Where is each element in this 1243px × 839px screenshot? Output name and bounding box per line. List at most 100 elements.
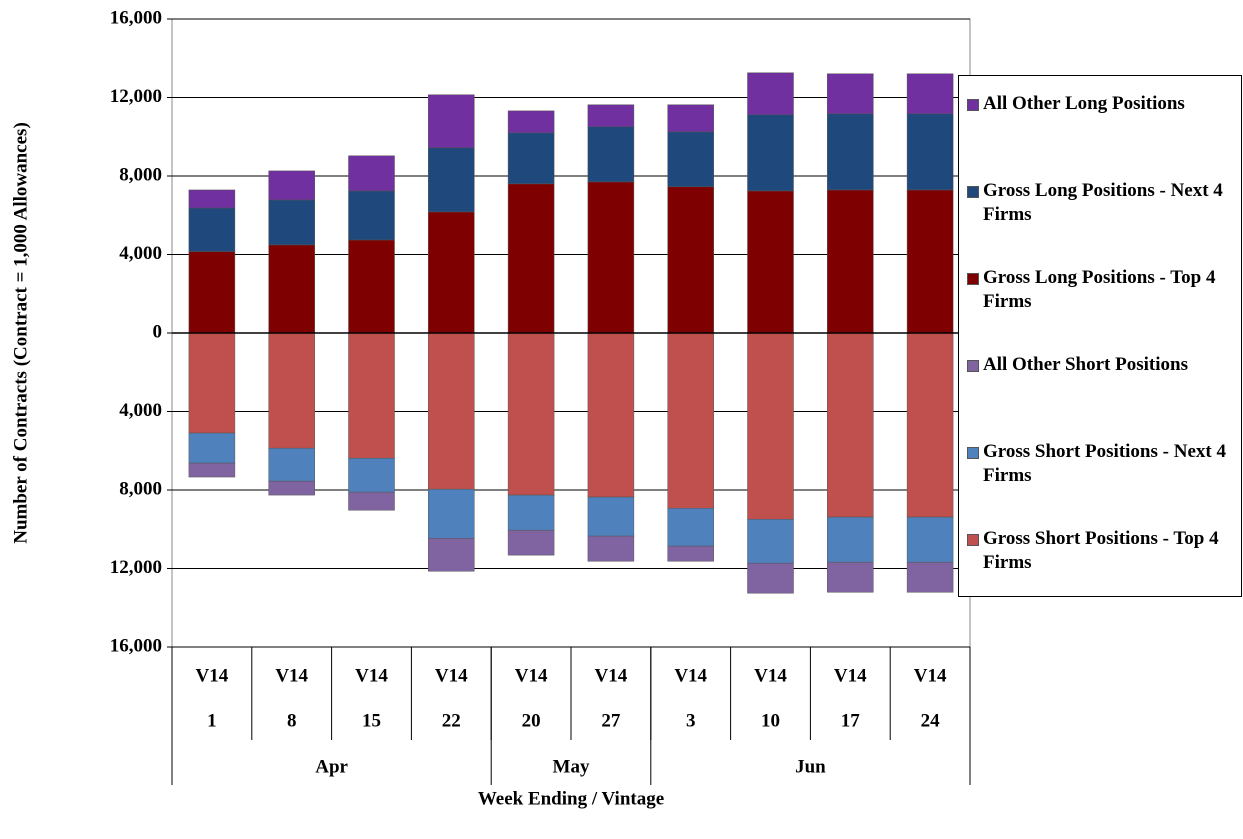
legend-swatch xyxy=(967,273,979,285)
bar-segment xyxy=(188,207,236,252)
legend-label: Gross Short Positions - Top 4 Firms xyxy=(983,528,1219,573)
bar-segment xyxy=(507,494,555,531)
bar-segment xyxy=(667,508,714,547)
legend-item: Gross Long Positions - Next 4 Firms xyxy=(967,179,1237,227)
bar-segment xyxy=(507,183,555,334)
legend-swatch xyxy=(967,534,979,546)
x-tick-label: 3 xyxy=(686,710,696,731)
bar-segment xyxy=(587,535,635,562)
legend-item: All Other Short Positions xyxy=(967,353,1237,377)
bar-segment xyxy=(188,432,236,464)
bar-segment xyxy=(188,251,236,334)
x-tick-label: 1 xyxy=(207,710,217,731)
x-vintage-label: V14 xyxy=(834,665,867,686)
x-vintage-label: V14 xyxy=(754,665,787,686)
bar-segment xyxy=(428,538,475,572)
bar-segment xyxy=(906,516,954,563)
x-tick-label: 20 xyxy=(522,710,541,731)
x-vintage-label: V14 xyxy=(515,665,548,686)
y-tick-label: 8,000 xyxy=(119,478,162,499)
bar-segment xyxy=(667,186,714,334)
bar-segment xyxy=(587,126,635,183)
x-vintage-label: V14 xyxy=(914,665,947,686)
y-tick-label: 12,000 xyxy=(110,86,162,107)
bar-segment xyxy=(268,480,315,496)
bar-segment xyxy=(188,462,236,478)
bar-segment xyxy=(827,113,874,191)
x-vintage-label: V14 xyxy=(275,665,308,686)
legend-item: All Other Long Positions xyxy=(967,92,1237,116)
bar-segment xyxy=(906,73,954,115)
bar-segment xyxy=(827,561,874,593)
y-tick-label: 16,000 xyxy=(110,7,162,28)
legend-label: All Other Short Positions xyxy=(983,354,1188,375)
legend-item: Gross Short Positions - Next 4 Firms xyxy=(967,440,1237,488)
bar-segment xyxy=(827,332,874,518)
x-group-label: Jun xyxy=(795,756,826,777)
x-tick-label: 24 xyxy=(921,710,941,731)
bar-segment xyxy=(747,562,794,594)
x-tick-label: 17 xyxy=(841,710,861,731)
bar-segment xyxy=(827,73,874,115)
x-vintage-label: V14 xyxy=(435,665,468,686)
bar-segment xyxy=(188,332,236,434)
y-axis-title: Number of Contracts (Contract = 1,000 Al… xyxy=(10,122,31,544)
bar-segment xyxy=(428,211,475,334)
bar-segment xyxy=(667,104,714,133)
x-vintage-label: V14 xyxy=(355,665,388,686)
legend-swatch xyxy=(967,447,979,459)
legend-label: Gross Long Positions - Top 4 Firms xyxy=(983,267,1216,312)
bar-segment xyxy=(507,332,555,496)
bar-segment xyxy=(747,190,794,334)
legend: All Other Long Positions Gross Long Posit… xyxy=(958,75,1242,597)
y-tick-label: 12,000 xyxy=(110,557,162,578)
x-tick-label: 10 xyxy=(761,710,780,731)
bar-segment xyxy=(428,332,475,490)
legend-item: Gross Long Positions - Top 4 Firms xyxy=(967,266,1237,314)
x-vintage-label: V14 xyxy=(674,665,707,686)
bar-segment xyxy=(268,447,315,482)
bar-segment xyxy=(507,132,555,185)
y-tick-label: 0 xyxy=(153,321,163,342)
legend-label: Gross Long Positions - Next 4 Firms xyxy=(983,180,1223,225)
bar-segment xyxy=(906,332,954,518)
y-tick-label: 8,000 xyxy=(119,164,162,185)
bar-segment xyxy=(268,332,315,449)
x-vintage-label: V14 xyxy=(196,665,229,686)
y-tick-label: 4,000 xyxy=(119,243,162,264)
x-tick-label: 22 xyxy=(442,710,461,731)
bar-segment xyxy=(667,545,714,562)
bar-segment xyxy=(906,561,954,593)
legend-label: Gross Short Positions - Next 4 Firms xyxy=(983,441,1226,486)
bar-segment xyxy=(507,529,555,556)
bar-segment xyxy=(587,332,635,498)
bar-segment xyxy=(268,244,315,334)
bar-segment xyxy=(827,189,874,334)
legend-label: All Other Long Positions xyxy=(983,93,1185,114)
x-tick-label: 27 xyxy=(601,710,621,731)
x-tick-label: 8 xyxy=(287,710,297,731)
bar-segment xyxy=(268,199,315,246)
bar-segment xyxy=(587,496,635,537)
bar-segment xyxy=(188,189,236,209)
x-vintage-label: V14 xyxy=(595,665,628,686)
x-tick-label: 15 xyxy=(362,710,381,731)
bar-segment xyxy=(587,104,635,127)
bar-segment xyxy=(348,190,395,241)
legend-swatch xyxy=(967,360,979,372)
y-tick-label: 16,000 xyxy=(110,635,162,656)
bar-segment xyxy=(747,114,794,192)
x-group-label: Apr xyxy=(315,756,348,777)
bar-segment xyxy=(827,516,874,563)
bar-segment xyxy=(667,332,714,509)
bar-segment xyxy=(428,488,475,539)
bar-segment xyxy=(747,518,794,564)
legend-swatch xyxy=(967,99,979,111)
bar-segment xyxy=(747,72,794,116)
bar-segment xyxy=(906,113,954,191)
legend-item: Gross Short Positions - Top 4 Firms xyxy=(967,527,1237,575)
bar-segment xyxy=(507,110,555,134)
bar-segment xyxy=(667,131,714,188)
